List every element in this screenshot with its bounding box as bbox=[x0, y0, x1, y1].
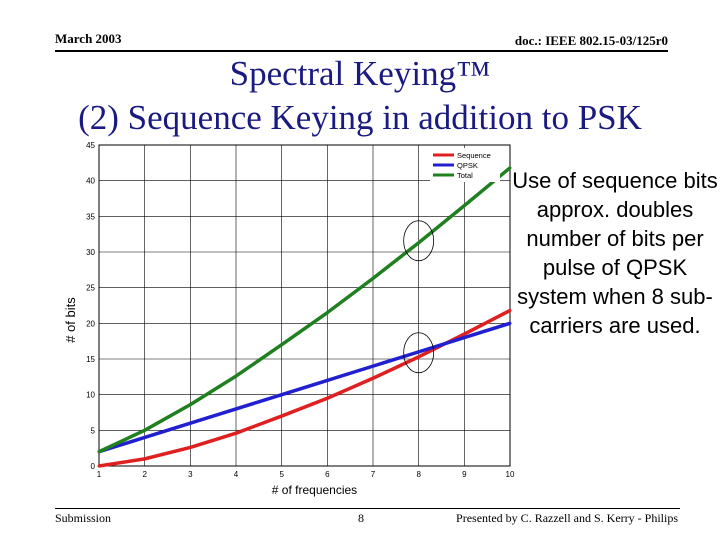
y-tick-label: 15 bbox=[86, 355, 95, 364]
data-point-qpsk bbox=[234, 407, 238, 411]
data-point-qpsk bbox=[325, 378, 329, 382]
x-axis-label: # of frequencies bbox=[272, 483, 357, 497]
header-date: March 2003 bbox=[55, 31, 122, 46]
data-point-qpsk bbox=[371, 364, 375, 368]
footer-presenter: Presented by C. Razzell and S. Kerry - P… bbox=[456, 511, 678, 525]
data-point-sequence bbox=[143, 457, 147, 461]
y-tick-label: 0 bbox=[91, 462, 96, 471]
header-rule bbox=[55, 50, 668, 52]
data-point-sequence bbox=[234, 431, 238, 435]
y-tick-label: 5 bbox=[91, 426, 96, 435]
data-point-sequence bbox=[371, 376, 375, 380]
y-tick-label: 45 bbox=[86, 141, 95, 150]
y-axis-label: # of bits bbox=[63, 297, 78, 343]
x-tick-label: 4 bbox=[234, 470, 239, 479]
data-point-sequence bbox=[325, 396, 329, 400]
x-tick-label: 7 bbox=[371, 470, 376, 479]
data-point-qpsk bbox=[188, 421, 192, 425]
data-point-total bbox=[462, 204, 466, 208]
data-point-total bbox=[188, 403, 192, 407]
footer-rule bbox=[55, 508, 680, 509]
data-point-qpsk bbox=[280, 393, 284, 397]
y-tick-label: 40 bbox=[86, 177, 95, 186]
data-point-sequence bbox=[508, 308, 512, 312]
annotation-circle bbox=[403, 220, 435, 262]
data-point-total bbox=[143, 428, 147, 432]
x-tick-label: 9 bbox=[462, 470, 467, 479]
slide-title-line1: Spectral Keying™ bbox=[229, 54, 491, 93]
data-point-total bbox=[508, 166, 512, 170]
y-tick-label: 10 bbox=[86, 391, 95, 400]
data-point-total bbox=[417, 241, 421, 245]
annotation-circle bbox=[403, 332, 435, 374]
legend-label-total: Total bbox=[457, 171, 473, 180]
y-tick-label: 35 bbox=[86, 212, 95, 221]
data-point-qpsk bbox=[143, 435, 147, 439]
data-point-sequence bbox=[462, 332, 466, 336]
data-point-total bbox=[234, 374, 238, 378]
x-tick-label: 5 bbox=[279, 470, 284, 479]
x-tick-label: 1 bbox=[97, 470, 102, 479]
x-tick-label: 8 bbox=[416, 470, 421, 479]
y-tick-label: 20 bbox=[86, 319, 95, 328]
data-point-total bbox=[280, 343, 284, 347]
data-point-sequence bbox=[280, 414, 284, 418]
data-point-qpsk bbox=[508, 321, 512, 325]
data-point-total bbox=[97, 450, 101, 454]
legend-label-sequence: Sequence bbox=[457, 151, 491, 160]
data-point-total bbox=[325, 311, 329, 315]
data-point-sequence bbox=[417, 355, 421, 359]
y-tick-label: 25 bbox=[86, 284, 95, 293]
y-tick-label: 30 bbox=[86, 248, 95, 257]
footer-page-number: 8 bbox=[358, 511, 364, 525]
header-doc-id: doc.: IEEE 802.15-03/125r0 bbox=[514, 33, 668, 48]
data-point-sequence bbox=[97, 464, 101, 468]
x-tick-label: 3 bbox=[188, 470, 193, 479]
side-note: Use of sequence bits approx. doubles num… bbox=[512, 168, 718, 338]
data-point-sequence bbox=[188, 445, 192, 449]
x-tick-label: 6 bbox=[325, 470, 330, 479]
data-point-total bbox=[371, 276, 375, 280]
x-tick-label: 2 bbox=[142, 470, 147, 479]
series-line-total bbox=[98, 166, 512, 454]
legend-label-qpsk: QPSK bbox=[457, 161, 478, 170]
x-tick-label: 10 bbox=[506, 470, 515, 479]
data-point-qpsk bbox=[417, 350, 421, 354]
series-line-qpsk bbox=[98, 321, 511, 454]
data-point-qpsk bbox=[462, 336, 466, 340]
slide-title-line2: (2) Sequence Keying in addition to PSK bbox=[78, 98, 642, 137]
plot-frame bbox=[98, 144, 511, 467]
footer-submission: Submission bbox=[55, 511, 112, 525]
